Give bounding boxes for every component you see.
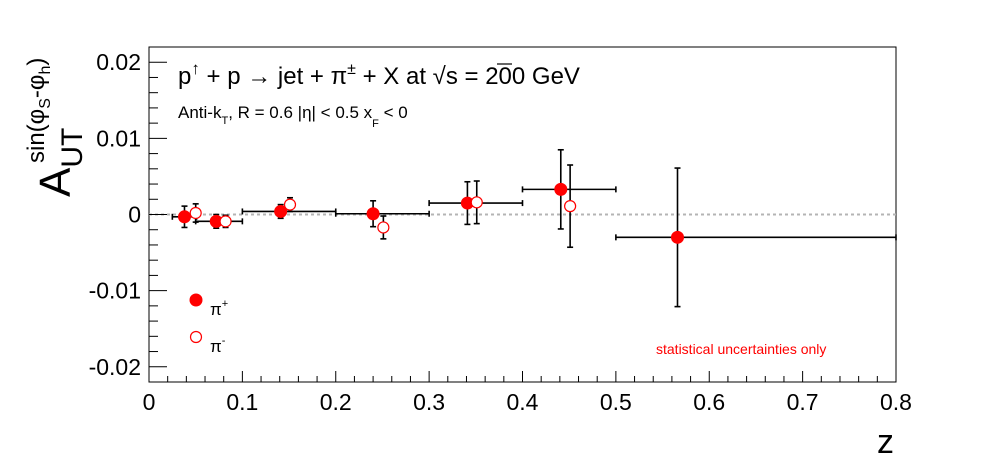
data-point-pi-minus <box>564 200 577 213</box>
legend-label-pi-plus: π+ <box>210 298 228 319</box>
chart-title: p↑ + p → jet + π± + X at √s = 200 GeV <box>178 59 580 90</box>
legend-marker-pi-plus <box>189 293 203 307</box>
data-point-pi-plus <box>177 210 191 224</box>
x-tick-label: 0.7 <box>787 389 819 415</box>
chart-subtitle: Anti-kT, R = 0.6 |η| < 0.5 xF < 0 <box>178 103 408 130</box>
x-tick-label: 0.8 <box>880 389 912 415</box>
data-point-pi-minus <box>470 196 483 209</box>
legend-marker-pi-minus <box>189 330 203 344</box>
x-tick-label: 0.3 <box>413 389 445 415</box>
x-tick-label: 0.4 <box>507 389 539 415</box>
y-tick-label: 0.01 <box>96 125 141 151</box>
data-point-pi-minus <box>283 198 297 211</box>
data-point-pi-minus <box>377 221 390 234</box>
data-point-pi-plus <box>554 182 568 196</box>
error-bars <box>171 148 897 308</box>
data-point-pi-plus <box>366 207 380 221</box>
y-tick-label: -0.01 <box>89 278 141 304</box>
y-tick-label: -0.02 <box>89 354 141 380</box>
y-axis-title-sub: UT <box>56 128 89 168</box>
y-axis-ticks <box>149 46 167 383</box>
data-point-pi-plus <box>274 204 288 218</box>
legend-label-pi-minus: π- <box>210 335 226 356</box>
x-tick-label: 0.6 <box>693 389 725 415</box>
x-tick-label: 0.5 <box>600 389 632 415</box>
x-tick-label: 0 <box>143 389 156 415</box>
legend: π+ π- <box>189 293 228 356</box>
data-point-pi-plus <box>460 196 474 210</box>
y-tick-label: 0 <box>128 202 141 228</box>
data-markers <box>177 182 685 244</box>
x-axis-tick-labels: 0 0.1 0.2 0.3 0.4 0.5 0.6 0.7 0.8 <box>143 389 912 415</box>
y-axis-title-base: A <box>31 167 80 197</box>
x-tick-label: 0.2 <box>320 389 352 415</box>
y-tick-label: 0.02 <box>96 49 141 75</box>
data-point-pi-minus <box>219 215 232 228</box>
data-point-pi-plus <box>209 214 223 228</box>
x-axis-title: z <box>877 423 894 461</box>
y-axis-title: AUT sin(φS-φh) <box>23 58 89 197</box>
y-axis-tick-labels: -0.02 -0.01 0 0.01 0.02 <box>89 49 141 380</box>
x-axis-ticks <box>148 371 897 382</box>
data-point-pi-minus <box>189 206 202 220</box>
svg-text:AUT: AUT <box>31 128 89 197</box>
data-point-pi-plus <box>671 230 685 244</box>
x-tick-label: 0.1 <box>226 389 258 415</box>
svg-text:sin(φS-φh): sin(φS-φh) <box>23 58 54 163</box>
annotation-text: statistical uncertainties only <box>656 341 826 357</box>
